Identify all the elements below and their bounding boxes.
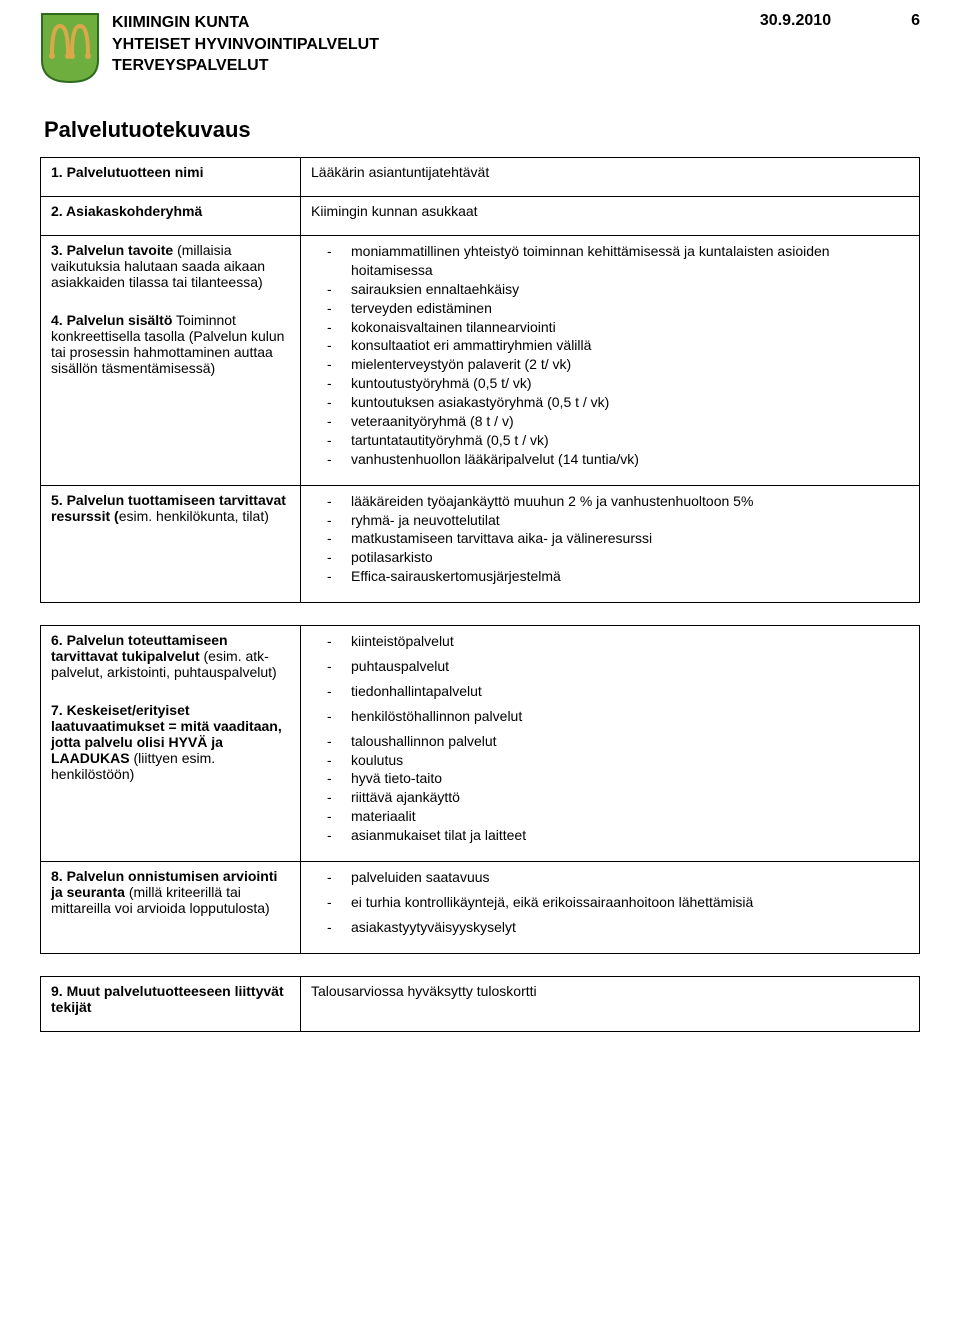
- document-date: 30.9.2010: [760, 12, 831, 77]
- row-content: Talousarviossa hyväksytty tuloskortti: [301, 976, 920, 1031]
- table-row: 2. Asiakaskohderyhmä Kiimingin kunnan as…: [41, 197, 920, 236]
- list-item: palveluiden saatavuus: [319, 868, 909, 887]
- table-row: 5. Palvelun tuottamiseen tarvittavat res…: [41, 485, 920, 602]
- row-label: 1. Palvelutuotteen nimi: [41, 158, 301, 197]
- list-item: ryhmä- ja neuvottelutilat: [319, 511, 909, 530]
- list-item: terveyden edistäminen: [319, 299, 909, 318]
- content-list: kiinteistöpalvelut puhtauspalvelut tiedo…: [311, 632, 909, 750]
- content-list: moniammatillinen yhteistyö toiminnan keh…: [311, 242, 909, 355]
- list-item: asianmukaiset tilat ja laitteet: [319, 826, 909, 845]
- row-label: 9. Muut palvelutuotteeseen liittyvät tek…: [41, 976, 301, 1031]
- list-item: vanhustenhuollon lääkäripalvelut (14 tun…: [319, 450, 909, 469]
- content-list: mielenterveystyön palaverit (2 t/ vk) ku…: [311, 355, 909, 468]
- list-item: hyvä tieto-taito: [319, 769, 909, 788]
- list-item: puhtauspalvelut: [319, 657, 909, 676]
- row-label: 8. Palvelun onnistumisen arviointi ja se…: [41, 862, 301, 954]
- list-item: tiedonhallintapalvelut: [319, 682, 909, 701]
- content-list: palveluiden saatavuus ei turhia kontroll…: [311, 868, 909, 937]
- row-label: 6. Palvelun toteuttamiseen tarvittavat t…: [41, 626, 301, 862]
- org-line-1: KIIMINGIN KUNTA: [112, 12, 379, 34]
- page-header: KIIMINGIN KUNTA YHTEISET HYVINVOINTIPALV…: [40, 12, 920, 87]
- list-item: Effica-sairauskertomusjärjestelmä: [319, 567, 909, 586]
- list-item: matkustamiseen tarvittava aika- ja välin…: [319, 529, 909, 548]
- page-number: 6: [911, 12, 920, 77]
- row-content: kiinteistöpalvelut puhtauspalvelut tiedo…: [301, 626, 920, 862]
- list-item: potilasarkisto: [319, 548, 909, 567]
- row-content: moniammatillinen yhteistyö toiminnan keh…: [301, 236, 920, 486]
- service-table-3: 9. Muut palvelutuotteeseen liittyvät tek…: [40, 976, 920, 1032]
- list-item: kuntoutuksen asiakastyöryhmä (0,5 t / vk…: [319, 393, 909, 412]
- service-table-2: 6. Palvelun toteuttamiseen tarvittavat t…: [40, 625, 920, 954]
- list-item: henkilöstöhallinnon palvelut: [319, 707, 909, 726]
- list-item: kiinteistöpalvelut: [319, 632, 909, 651]
- row-label: 2. Asiakaskohderyhmä: [41, 197, 301, 236]
- list-item: kokonaisvaltainen tilannearviointi: [319, 318, 909, 337]
- list-item: kuntoutustyöryhmä (0,5 t/ vk): [319, 374, 909, 393]
- row-content: palveluiden saatavuus ei turhia kontroll…: [301, 862, 920, 954]
- municipality-logo: [40, 12, 100, 87]
- list-item: tartuntatautityöryhmä (0,5 t / vk): [319, 431, 909, 450]
- list-item: moniammatillinen yhteistyö toiminnan keh…: [319, 242, 909, 280]
- list-item: koulutus: [319, 751, 909, 770]
- service-table-1: 1. Palvelutuotteen nimi Lääkärin asiantu…: [40, 157, 920, 603]
- list-item: ei turhia kontrollikäyntejä, eikä erikoi…: [319, 893, 909, 912]
- list-item: konsultaatiot eri ammattiryhmien välillä: [319, 336, 909, 355]
- table-row: 8. Palvelun onnistumisen arviointi ja se…: [41, 862, 920, 954]
- row-label: 3. Palvelun tavoite (millaisia vaikutuks…: [41, 236, 301, 486]
- header-text-block: KIIMINGIN KUNTA YHTEISET HYVINVOINTIPALV…: [112, 12, 920, 77]
- list-item: lääkäreiden työajankäyttö muuhun 2 % ja …: [319, 492, 909, 511]
- header-org: KIIMINGIN KUNTA YHTEISET HYVINVOINTIPALV…: [112, 12, 379, 77]
- org-line-3: TERVEYSPALVELUT: [112, 55, 379, 77]
- list-item: mielenterveystyön palaverit (2 t/ vk): [319, 355, 909, 374]
- org-line-2: YHTEISET HYVINVOINTIPALVELUT: [112, 34, 379, 56]
- list-item: riittävä ajankäyttö: [319, 788, 909, 807]
- list-item: sairauksien ennaltaehkäisy: [319, 280, 909, 299]
- row-content: Kiimingin kunnan asukkaat: [301, 197, 920, 236]
- content-list: lääkäreiden työajankäyttö muuhun 2 % ja …: [311, 492, 909, 586]
- table-row: 3. Palvelun tavoite (millaisia vaikutuks…: [41, 236, 920, 486]
- list-item: taloushallinnon palvelut: [319, 732, 909, 751]
- row-content: Lääkärin asiantuntijatehtävät: [301, 158, 920, 197]
- list-item: veteraanityöryhmä (8 t / v): [319, 412, 909, 431]
- table-row: 6. Palvelun toteuttamiseen tarvittavat t…: [41, 626, 920, 862]
- table-row: 9. Muut palvelutuotteeseen liittyvät tek…: [41, 976, 920, 1031]
- row-content: lääkäreiden työajankäyttö muuhun 2 % ja …: [301, 485, 920, 602]
- list-item: materiaalit: [319, 807, 909, 826]
- list-item: asiakastyytyväisyyskyselyt: [319, 918, 909, 937]
- section-title: Palvelutuotekuvaus: [44, 117, 920, 143]
- content-list: koulutus hyvä tieto-taito riittävä ajank…: [311, 751, 909, 845]
- header-meta: 30.9.2010 6: [760, 12, 920, 77]
- row-label: 5. Palvelun tuottamiseen tarvittavat res…: [41, 485, 301, 602]
- table-row: 1. Palvelutuotteen nimi Lääkärin asiantu…: [41, 158, 920, 197]
